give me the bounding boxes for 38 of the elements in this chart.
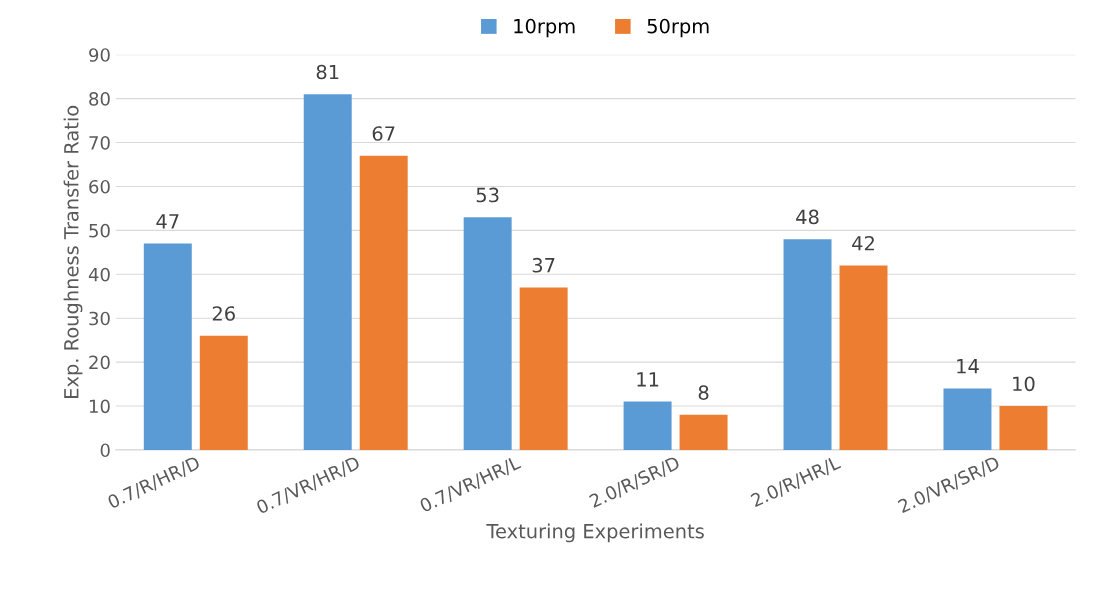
y-axis-title: Exp. Roughness Transfer Ratio bbox=[63, 105, 83, 398]
y-tick-label: 80 bbox=[89, 92, 110, 106]
data-label: 11 bbox=[637, 372, 659, 387]
bar bbox=[679, 414, 728, 450]
y-tick-label: 70 bbox=[89, 136, 110, 150]
x-axis-title: Texturing Experiments bbox=[486, 523, 704, 543]
bar bbox=[839, 265, 888, 450]
data-label: 47 bbox=[156, 214, 179, 229]
data-label: 37 bbox=[532, 257, 555, 273]
y-tick-label: 60 bbox=[89, 179, 110, 194]
y-tick-label: 30 bbox=[89, 311, 110, 326]
y-tick-label: 40 bbox=[88, 267, 110, 282]
bar bbox=[463, 217, 512, 450]
bar bbox=[783, 239, 832, 450]
data-label: 26 bbox=[212, 306, 235, 321]
data-label: 14 bbox=[957, 359, 979, 374]
bar bbox=[303, 94, 352, 450]
legend-label: 50rpm bbox=[647, 18, 709, 38]
bar bbox=[359, 155, 408, 450]
bar bbox=[623, 401, 672, 450]
bar bbox=[519, 287, 568, 450]
bar bbox=[943, 388, 992, 450]
y-tick-label: 50 bbox=[89, 223, 110, 238]
data-label: 42 bbox=[852, 235, 874, 251]
bar bbox=[199, 335, 248, 450]
data-label: 67 bbox=[372, 126, 395, 141]
data-label: 81 bbox=[316, 64, 339, 80]
data-label: 8 bbox=[698, 385, 709, 400]
data-label: 48 bbox=[796, 209, 819, 225]
y-tick-label: 0 bbox=[100, 443, 110, 458]
y-tick-label: 90 bbox=[89, 48, 110, 62]
data-label: 10 bbox=[1013, 376, 1035, 392]
bar bbox=[999, 406, 1048, 450]
data-label: 53 bbox=[476, 187, 499, 203]
bar bbox=[143, 243, 192, 450]
y-tick-label: 20 bbox=[89, 355, 110, 370]
y-tick-label: 10 bbox=[89, 399, 110, 414]
legend-label: 10rpm bbox=[514, 18, 575, 38]
